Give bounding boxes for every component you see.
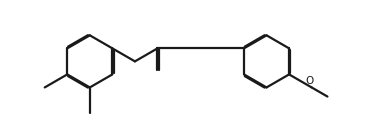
Text: O: O: [306, 76, 314, 86]
